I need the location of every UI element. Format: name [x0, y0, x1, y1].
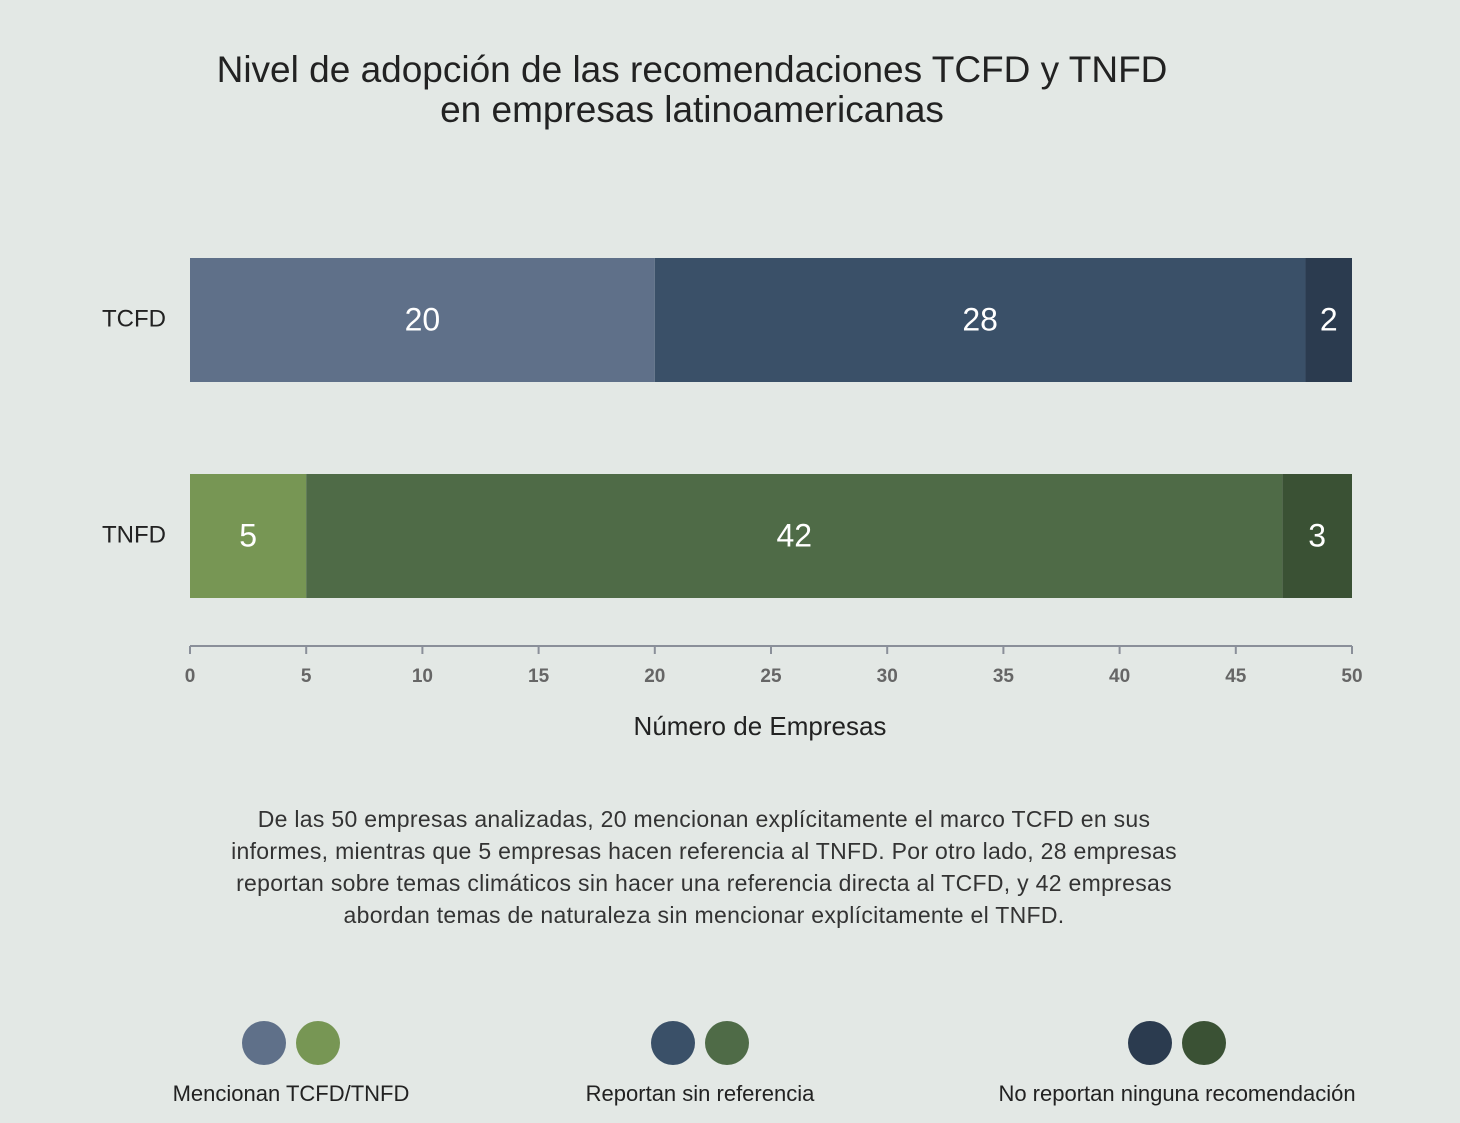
legend-label: Mencionan TCFD/TNFD [173, 1081, 410, 1106]
x-tick-label: 20 [644, 666, 665, 687]
legend-swatch [651, 1021, 695, 1065]
bar-segment [306, 474, 1283, 598]
legend-swatch [1182, 1021, 1226, 1065]
x-tick-label: 35 [993, 666, 1015, 687]
value-label: 42 [776, 517, 812, 553]
bar-segment [190, 258, 655, 382]
x-tick-label: 10 [412, 666, 433, 687]
x-tick-label: 25 [760, 666, 782, 687]
legend-label: No reportan ninguna recomendación [998, 1081, 1355, 1106]
x-tick-label: 45 [1225, 666, 1247, 687]
annotation: De las 50 empresas analizadas, 20 mencio… [231, 806, 1177, 928]
legend-label: Reportan sin referencia [586, 1081, 815, 1106]
bar-segment [1282, 474, 1352, 598]
x-tick-label: 50 [1341, 666, 1362, 687]
bar-segment [654, 258, 1306, 382]
value-label: 2 [1320, 301, 1338, 337]
y-tick-label: TCFD [102, 305, 166, 332]
bar-segment [190, 474, 307, 598]
x-tick-label: 0 [185, 666, 196, 687]
legend-swatch [1128, 1021, 1172, 1065]
chart-title: Nivel de adopción de las recomendaciones… [216, 49, 1168, 130]
value-label: 28 [962, 301, 998, 337]
x-tick-label: 30 [877, 666, 898, 687]
legend-swatch [242, 1021, 286, 1065]
value-label: 20 [405, 301, 441, 337]
legend-swatch [296, 1021, 340, 1065]
value-label: 5 [239, 517, 257, 553]
x-axis-label: Número de Empresas [634, 711, 887, 741]
x-tick-label: 15 [528, 666, 550, 687]
x-tick-label: 40 [1109, 666, 1130, 687]
bar-segment [1305, 258, 1352, 382]
legend-swatch [705, 1021, 749, 1065]
value-label: 3 [1308, 517, 1326, 553]
x-tick-label: 5 [301, 666, 312, 687]
y-tick-label: TNFD [102, 521, 166, 548]
